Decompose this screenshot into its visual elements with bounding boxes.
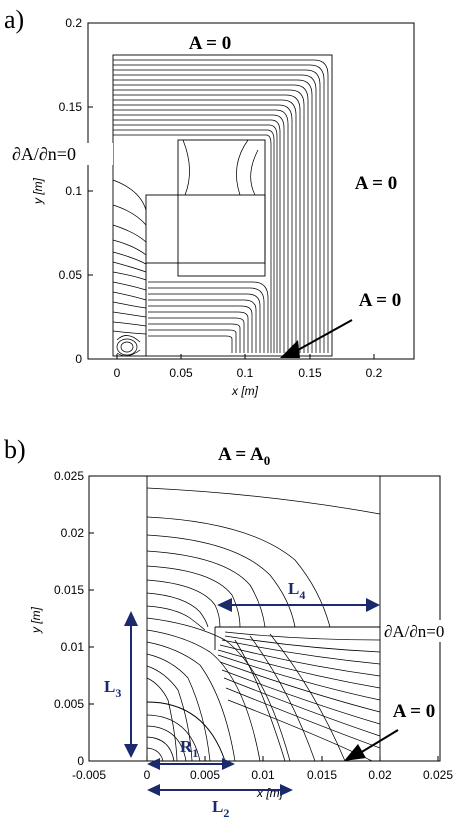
panel-b-bc-bottom: A = 0	[393, 701, 436, 722]
panel-b-bc-right: ∂A/∂n=0	[384, 622, 444, 641]
dim-l4-main: L	[288, 579, 299, 598]
panel-a-ytick-0: 0	[75, 352, 82, 366]
panel-b-geometry	[146, 476, 381, 762]
panel-a-xtick-1: 0.05	[169, 366, 193, 380]
panel-a-ytick-1: 0.05	[59, 268, 83, 282]
panel-a-xtick-4: 0.2	[366, 366, 383, 380]
panel-a-bc-right: A = 0	[355, 173, 398, 194]
panel-b-dimension-arrows	[124, 598, 380, 796]
panel-b-xlabel: x [m]	[256, 786, 284, 800]
panel-b-xtick-2: 0.005	[190, 768, 220, 782]
panel-b: b) A = A0 -0.005 0 0.005 0.01 0.015 0.02…	[4, 435, 474, 820]
dim-r1-sub: 1	[192, 746, 198, 760]
panel-b-xtick-4: 0.015	[307, 768, 337, 782]
panel-b-ytick-4: 0.02	[61, 526, 85, 540]
panel-a-xtick-2: 0.1	[237, 366, 254, 380]
panel-a-ytick-4: 0.2	[65, 16, 82, 30]
panel-a-xtick-0: 0	[114, 366, 121, 380]
panel-a-bc-top: A = 0	[189, 33, 232, 54]
dim-r1-main: R	[180, 737, 193, 756]
panel-b-bc-top-sub: 0	[264, 453, 271, 468]
panel-b-xtick-3: 0.01	[251, 768, 275, 782]
panel-b-ytick-5: 0.025	[54, 469, 84, 483]
panel-b-ytick-2: 0.01	[61, 640, 85, 654]
panel-a-bc-left-backdrop	[10, 143, 113, 165]
panel-b-ytick-1: 0.005	[54, 697, 84, 711]
panel-a-ytick-2: 0.1	[65, 184, 82, 198]
panel-b-flux-lines	[146, 487, 381, 762]
panel-a-bc-bottom: A = 0	[359, 290, 402, 311]
panel-b-ytick-3: 0.015	[54, 583, 84, 597]
panel-a-ytick-3: 0.15	[59, 100, 83, 114]
panel-a-bc-left: ∂A/∂n=0	[12, 144, 76, 164]
panel-b-ylabel: y [m]	[29, 606, 43, 634]
panel-a-ylabel: y [m]	[31, 177, 45, 205]
panel-a: a) 0 0.05 0.1 0.15 0.2 0 0.05 0.1 0.15 0…	[4, 5, 415, 398]
dim-l3-sub: 3	[115, 686, 121, 700]
panel-a-xtick-3: 0.15	[298, 366, 322, 380]
panel-b-axes-box	[88, 475, 441, 762]
panel-b-xtick-6: 0.025	[423, 768, 453, 782]
panel-b-bc-top: A = A0	[218, 444, 270, 468]
panel-b-xtick-0: -0.005	[72, 768, 106, 782]
dim-l2-sub: 2	[223, 806, 229, 820]
panel-a-xlabel: x [m]	[231, 384, 259, 398]
dim-label-l3: L3	[104, 677, 121, 700]
panel-b-label: b)	[4, 435, 26, 464]
dim-label-l4: L4	[288, 579, 305, 602]
dim-l4-sub: 4	[299, 588, 305, 602]
panel-b-bc-arrow	[344, 729, 399, 761]
panel-a-label: a)	[4, 5, 24, 34]
panel-a-ticks	[88, 22, 375, 360]
dim-label-r1: R1	[180, 737, 198, 760]
panel-b-xtick-1: 0	[144, 768, 151, 782]
panel-b-ytick-0: 0	[77, 754, 84, 768]
panel-b-bc-right-backdrop	[383, 620, 474, 642]
panel-b-xtick-5: 0.02	[368, 768, 392, 782]
dim-l2-main: L	[212, 797, 223, 816]
panel-a-bc-arrow	[280, 319, 353, 358]
panel-a-flux-lines	[112, 59, 329, 357]
panel-a-geometry	[112, 54, 333, 357]
dim-l3-main: L	[104, 677, 115, 696]
panel-b-bc-top-main: A = A	[218, 444, 264, 465]
dim-label-l2: L2	[212, 797, 229, 820]
